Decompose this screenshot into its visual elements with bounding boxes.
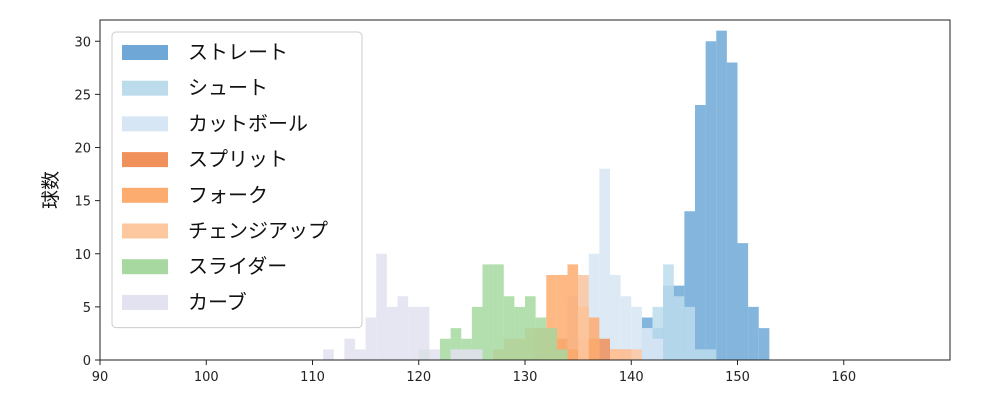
legend-label: フォーク (188, 183, 268, 207)
y-tick-label: 30 (74, 35, 91, 50)
bar (620, 349, 632, 360)
bar (471, 306, 483, 360)
bar (440, 338, 451, 360)
bar (673, 296, 685, 360)
histogram-bars (323, 30, 770, 360)
legend-swatch (122, 259, 168, 275)
legend-box (111, 31, 363, 329)
legend-label: スプリット (188, 147, 288, 171)
bar (418, 306, 430, 360)
bar (652, 338, 664, 360)
legend-swatch (122, 294, 168, 310)
legend-label: スライダー (188, 254, 287, 278)
bar (450, 349, 462, 360)
bar (641, 328, 653, 360)
bar (695, 349, 706, 360)
bar (471, 349, 483, 360)
x-axis-ticks: 90 100 110 120 130 140 150 160 (92, 360, 856, 385)
bar (556, 349, 568, 360)
x-tick-label: 150 (725, 370, 750, 385)
bar (482, 264, 494, 360)
bar (429, 349, 440, 360)
legend-swatch (122, 152, 168, 168)
bar (726, 62, 738, 360)
bar (397, 296, 409, 360)
bar (599, 338, 610, 360)
y-tick-label: 15 (74, 195, 91, 210)
legend-swatch (122, 80, 168, 96)
bar (546, 275, 557, 360)
bar (737, 243, 749, 360)
legend-label: カーブ (188, 290, 247, 314)
x-tick-label: 120 (406, 370, 431, 385)
bar (610, 349, 621, 360)
bar (365, 317, 377, 360)
bar (758, 328, 770, 360)
bar (631, 349, 642, 360)
y-axis-ticks: 0 5 10 15 20 25 30 (74, 35, 100, 369)
bar (578, 275, 589, 360)
bar (493, 264, 504, 360)
legend-swatch (122, 45, 168, 60)
x-tick-label: 100 (194, 370, 219, 385)
series-6 (578, 275, 642, 360)
bar (323, 349, 334, 360)
y-tick-label: 0 (83, 354, 91, 369)
bar (535, 317, 547, 360)
bar (695, 105, 706, 360)
bar (556, 275, 568, 360)
x-tick-label: 140 (619, 370, 644, 385)
y-tick-label: 5 (83, 301, 91, 316)
bar (610, 275, 621, 360)
bar (408, 306, 419, 360)
legend-swatch (122, 116, 168, 132)
bar (684, 211, 695, 360)
bar (355, 349, 366, 360)
legend-label: カットボール (188, 111, 308, 135)
bar (503, 296, 515, 360)
bar (514, 306, 525, 360)
y-tick-label: 25 (74, 88, 91, 103)
x-tick-label: 90 (92, 370, 109, 385)
bar (620, 296, 632, 360)
x-tick-label: 110 (300, 370, 325, 385)
bar (684, 306, 695, 360)
x-tick-label: 130 (513, 370, 538, 385)
legend-label: シュート (188, 76, 268, 100)
bar (631, 306, 642, 360)
bar (450, 328, 462, 360)
bar (386, 306, 398, 360)
bar (546, 328, 557, 360)
legend-label: チェンジアップ (188, 219, 328, 243)
bar (716, 30, 727, 360)
bar (344, 338, 355, 360)
bar (652, 306, 664, 360)
bar (599, 168, 610, 360)
bar (748, 306, 759, 360)
legend-swatch (122, 223, 168, 239)
bar (461, 349, 472, 360)
y-tick-label: 10 (74, 248, 91, 263)
bar (588, 317, 600, 360)
bar (705, 41, 717, 360)
bar (376, 253, 387, 360)
legend-label: ストレート (188, 40, 288, 64)
y-axis-label: 球数 (40, 171, 62, 209)
x-tick-label: 160 (831, 370, 856, 385)
legend-swatch (122, 187, 168, 203)
series-7 (418, 264, 568, 360)
series-8 (323, 253, 483, 360)
bar (705, 349, 717, 360)
bar (525, 296, 536, 360)
y-tick-label: 20 (74, 142, 91, 157)
bar (663, 264, 674, 360)
bar (588, 253, 600, 360)
bar (567, 264, 579, 360)
